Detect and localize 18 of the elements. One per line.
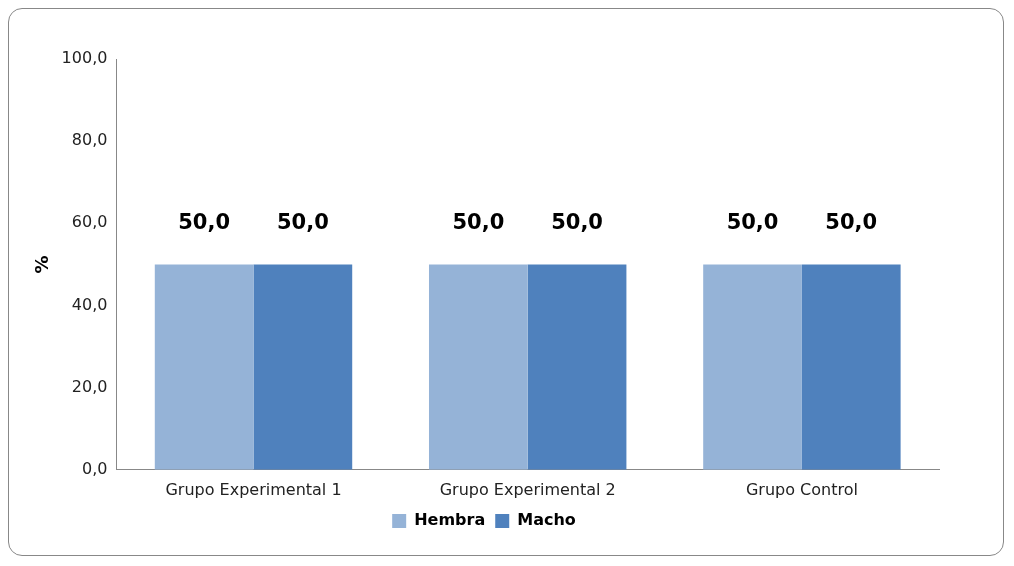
data-label: 50,0 (178, 210, 231, 235)
y-tick-label: 100,0 (61, 48, 108, 68)
y-axis-title: % (31, 255, 53, 274)
y-tick-label: 40,0 (71, 294, 108, 314)
x-tick-label: Grupo Experimental 2 (439, 479, 616, 499)
legend-label: Hembra (414, 510, 486, 530)
data-label: 50,0 (726, 210, 779, 235)
y-tick-label: 80,0 (71, 130, 108, 150)
x-tick-label: Grupo Experimental 1 (165, 479, 342, 499)
data-label: 50,0 (452, 210, 505, 235)
legend-label: Macho (517, 510, 576, 530)
x-tick-label: Grupo Control (745, 479, 858, 499)
y-tick-label: 20,0 (71, 376, 108, 396)
data-label: 50,0 (276, 210, 329, 235)
y-tick-label: 0,0 (81, 458, 108, 478)
data-label: 50,0 (551, 210, 603, 235)
y-tick-label: 60,0 (71, 212, 108, 232)
data-label: 50,0 (825, 210, 878, 235)
